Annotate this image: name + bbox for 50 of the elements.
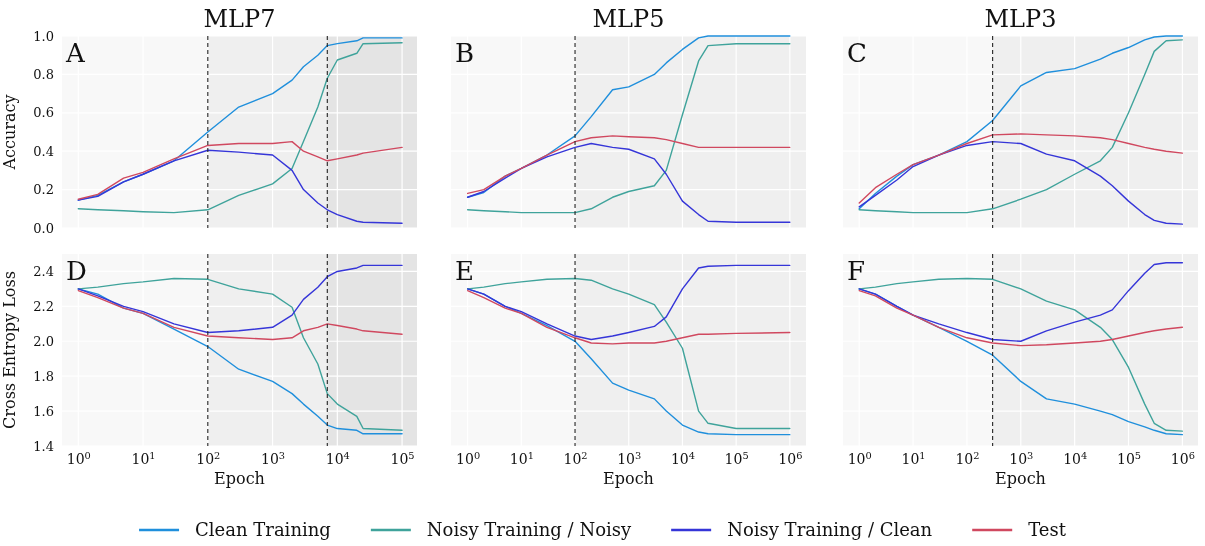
x-axis-title: Epoch: [995, 469, 1046, 488]
x-tick-label: 10$^{6}$: [1170, 449, 1195, 467]
annotation: E: [455, 256, 474, 286]
chart-title: MLP5: [592, 5, 665, 33]
chart-title: MLP3: [984, 5, 1057, 33]
x-tick-label: 10$^{0}$: [66, 449, 91, 467]
x-tick-label: 10$^{6}$: [778, 449, 803, 467]
x-tick-label: 10$^{3}$: [261, 449, 286, 467]
x-tick-label: 10$^{1}$: [509, 449, 534, 467]
y-tick-label: 2.2: [33, 299, 54, 315]
annotation: F: [847, 256, 866, 286]
y-tick-label: 1.4: [33, 438, 54, 454]
x-tick-label: 10$^{1}$: [131, 449, 156, 467]
y-tick-label: 0.8: [33, 67, 54, 83]
y-tick-label: 2.4: [33, 264, 54, 280]
x-tick-label: 10$^{5}$: [1116, 449, 1142, 467]
y-tick-label: 1.6: [33, 403, 54, 419]
x-tick-label: 10$^{0}$: [456, 449, 481, 467]
legend-label: Noisy Training / Noisy: [426, 519, 632, 540]
x-tick-label: 10$^{2}$: [955, 449, 980, 467]
x-tick-label: 10$^{5}$: [390, 449, 415, 467]
y-tick-label: 1.0: [33, 28, 54, 44]
annotation: A: [65, 38, 86, 68]
legend-label: Clean Training: [195, 519, 331, 540]
annotation: D: [66, 256, 87, 286]
y-tick-label: 0.6: [33, 105, 54, 121]
legend-label: Test: [1028, 519, 1067, 540]
y-axis-title: Cross Entropy Loss: [0, 271, 19, 429]
x-tick-label: 10$^{3}$: [617, 449, 642, 467]
chart-title: MLP7: [203, 5, 276, 33]
y-tick-label: 0.2: [33, 182, 54, 198]
x-tick-label: 10$^{4}$: [670, 449, 695, 467]
y-tick-label: 0.4: [33, 143, 54, 159]
x-tick-label: 10$^{4}$: [325, 449, 350, 467]
x-tick-label: 10$^{4}$: [1063, 449, 1088, 467]
annotation: C: [847, 38, 867, 68]
x-tick-label: 10$^{1}$: [901, 449, 926, 467]
x-tick-label: 10$^{2}$: [196, 449, 221, 467]
y-tick-label: 0.0: [33, 220, 54, 236]
x-tick-label: 10$^{5}$: [724, 449, 749, 467]
x-tick-label: 10$^{0}$: [847, 449, 872, 467]
annotation: B: [455, 38, 475, 68]
x-tick-label: 10$^{3}$: [1009, 449, 1034, 467]
x-tick-label: 10$^{2}$: [563, 449, 588, 467]
x-axis-title: Epoch: [603, 469, 654, 488]
y-tick-label: 2.0: [33, 333, 54, 349]
legend-label: Noisy Training / Clean: [727, 519, 933, 540]
y-tick-label: 1.8: [33, 368, 54, 384]
y-axis-title: Accuracy: [0, 94, 19, 171]
x-axis-title: Epoch: [214, 469, 265, 488]
